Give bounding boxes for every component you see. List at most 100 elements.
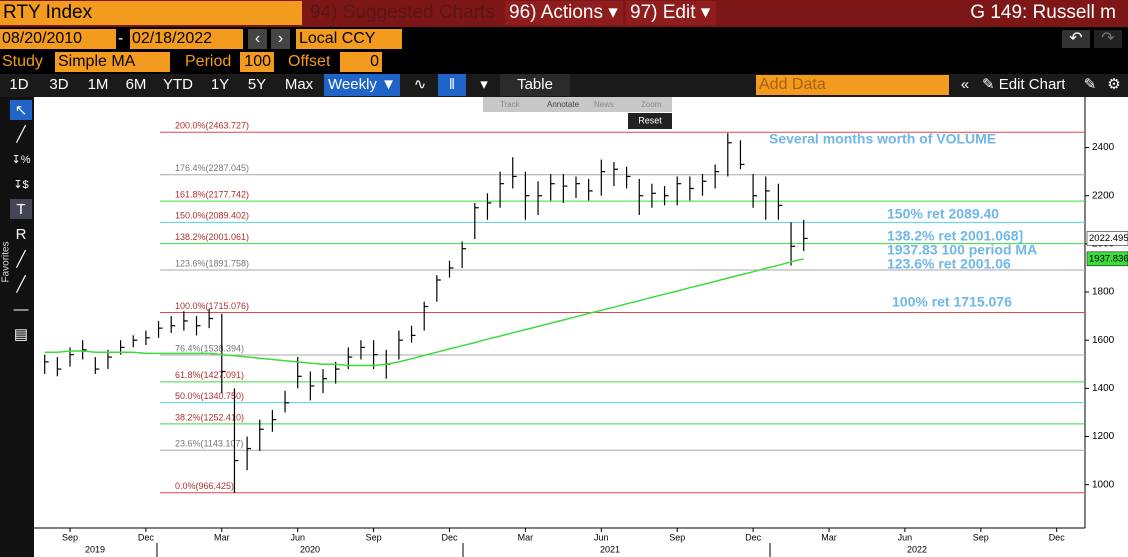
ticker[interactable]: RTY Index (0, 1, 302, 25)
range-button[interactable]: 6M (125, 76, 147, 93)
y-tick-label: 1000 (1092, 479, 1115, 490)
range-button[interactable]: 1D (9, 76, 29, 93)
table-button[interactable]: Table (500, 74, 570, 96)
edit-menu[interactable]: 97) Edit ▾ (626, 1, 716, 25)
period-input[interactable]: 100 (240, 52, 274, 72)
annotation[interactable]: 1937.83 100 period MA (887, 242, 1037, 258)
last-value-label: 1937.836 (1089, 253, 1128, 264)
range-bar: 1D 3D 1M 6M YTD 1Y 5Y Max Weekly ▼ ∿ ‖ ▾ Table … (0, 74, 1128, 97)
range-button[interactable]: 1M (87, 76, 109, 93)
fib-label: 138.2%(2001.061) (175, 232, 249, 242)
y-tick-label: 1400 (1092, 383, 1115, 394)
suggested-charts[interactable]: 94) Suggested Charts (310, 2, 495, 23)
add-data-input[interactable]: Add Data (756, 75, 949, 95)
line-icon[interactable]: ∿ (413, 76, 427, 93)
fib-label: 0.0%(966.425) (175, 481, 234, 491)
x-tick-label: Sep (973, 532, 989, 542)
percent-tool[interactable]: ↧% (11, 154, 31, 166)
annotation[interactable]: 150% ret 2089.40 (887, 206, 999, 222)
undo-button[interactable]: ↶ (1062, 30, 1090, 48)
y-axis-panel (1085, 97, 1128, 557)
range-button[interactable]: 5Y (247, 76, 267, 93)
r-tool[interactable]: R (15, 226, 27, 243)
x-tick-label: Dec (138, 532, 155, 542)
reset-button[interactable] (628, 113, 672, 129)
drawing-toolbar: ↖ ╱ ↧% ↧$ T R ╱ ╱ — ▤ Favorites (0, 97, 34, 557)
mini-toolbar (483, 97, 672, 112)
bar-icon[interactable]: ‖ (438, 74, 466, 96)
collapse-button[interactable]: « (960, 76, 970, 93)
fib-label: 61.8%(1427.091) (175, 370, 244, 380)
edit-chart-label: Edit Chart (998, 76, 1066, 93)
pointer-tool[interactable]: ↖ (10, 100, 32, 120)
year-label: 2019 (85, 544, 105, 554)
chart-type-menu[interactable]: ▾ (480, 76, 488, 93)
mini-tool: Track (500, 100, 521, 109)
y-tick-label: 2400 (1092, 142, 1115, 153)
draw-tool[interactable]: ╱ (16, 126, 26, 143)
fib-label: 76.4%(1538.394) (175, 343, 244, 353)
range-button[interactable]: 1Y (210, 76, 230, 93)
chart: Reset Several months worth of VOLUME 150… (34, 97, 1128, 557)
offset-label: Offset (288, 53, 331, 70)
frequency-select[interactable]: Weekly ▼ (324, 74, 400, 96)
ma-line (44, 258, 804, 367)
x-tick-label: Sep (62, 532, 78, 542)
year-label: 2021 (600, 544, 620, 554)
x-tick-label: Mar (821, 532, 837, 542)
fib-label: 23.6%(1143.107) (175, 439, 243, 449)
x-tick-label: Sep (669, 532, 685, 542)
last-value-badge (1086, 251, 1128, 267)
period-label: Period (185, 53, 232, 70)
mini-tool: News (594, 100, 614, 109)
page-title: G 149: Russell m (970, 2, 1116, 23)
x-tick-label: Jun (898, 532, 913, 542)
fib-label: 200.0%(2463.727) (175, 121, 249, 131)
end-date[interactable]: 02/18/2022 (130, 29, 243, 49)
line-tool[interactable]: ╱ (16, 251, 26, 268)
text-tool[interactable]: T (10, 199, 32, 219)
y-tick-label: 1600 (1092, 335, 1115, 346)
x-tick-label: Mar (518, 532, 534, 542)
hline-tool[interactable]: — (13, 301, 29, 318)
x-tick-label: Jun (594, 532, 609, 542)
fib-label: 161.8%(2177.742) (175, 189, 249, 199)
range-button[interactable]: YTD (163, 76, 193, 93)
start-date[interactable]: 08/20/2010 (0, 29, 116, 49)
currency-select[interactable]: Local CCY (296, 29, 402, 49)
fib-label: 150.0%(2089.402) (175, 211, 249, 221)
edit-chart-button[interactable]: ✎ Edit Chart (982, 76, 1066, 93)
year-label: 2022 (907, 544, 927, 554)
study-bar: Study Simple MA Period 100 Offset 0 (0, 51, 1128, 74)
study-select[interactable]: Simple MA (55, 52, 170, 72)
favorites-tab[interactable]: Favorites (0, 241, 12, 283)
range-button[interactable]: 3D (49, 76, 69, 93)
actions-menu[interactable]: 96) Actions ▾ (505, 1, 623, 25)
annotation[interactable]: Several months worth of VOLUME (769, 131, 996, 147)
year-label: 2020 (300, 544, 320, 554)
annotation[interactable]: 138.2% ret 2001.068] (887, 228, 1023, 244)
mini-tool: Zoom (641, 100, 662, 109)
channel-tool[interactable]: ▤ (13, 326, 29, 343)
title-bar: RTY Index 94) Suggested Charts 96) Actio… (0, 0, 1128, 27)
range-button[interactable]: Max (284, 76, 314, 93)
annotation[interactable]: 123.6% ret 2001.06 (887, 256, 1011, 272)
settings-icon[interactable]: ⚙ (1107, 76, 1121, 93)
fib-label: 100.0%(1715.076) (175, 301, 249, 311)
trend-tool[interactable]: ╱ (16, 276, 26, 293)
x-tick-label: Dec (1049, 532, 1066, 542)
y-tick-label: 1200 (1092, 431, 1115, 442)
next-button[interactable]: › (271, 29, 290, 49)
x-tick-label: Jun (290, 532, 305, 542)
y-tick-label: 1800 (1092, 287, 1115, 298)
x-tick-label: Sep (366, 532, 382, 542)
last-value-badge (1086, 231, 1128, 246)
annotation[interactable]: 100% ret 1715.076 (892, 294, 1012, 310)
fib-label: 123.6%(1891.758) (175, 258, 249, 268)
price-tool[interactable]: ↧$ (13, 179, 29, 191)
redo-button[interactable]: ↷ (1094, 30, 1122, 48)
study-label: Study (2, 53, 43, 70)
offset-input[interactable]: 0 (340, 52, 382, 72)
annotate-icon[interactable]: ✎ (1083, 76, 1097, 93)
prev-button[interactable]: ‹ (248, 29, 267, 49)
